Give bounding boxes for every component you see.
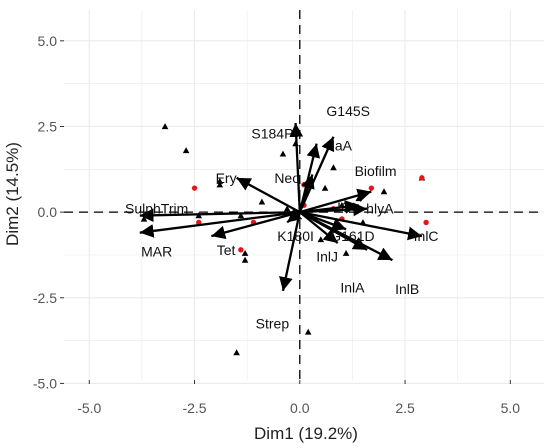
triangle-point: [304, 328, 312, 335]
y-tick-label: 2.5: [38, 118, 58, 134]
variable-label: S184P: [251, 125, 293, 141]
triangle-point: [342, 249, 350, 256]
vector-arrow: [236, 176, 301, 214]
variable-label: K: [337, 199, 347, 215]
variable-label: InlB: [395, 281, 419, 297]
y-tick-label: -5.0: [33, 375, 57, 391]
x-axis-title: Dim1 (19.2%): [254, 424, 358, 443]
circle-point: [238, 247, 244, 253]
circle-point: [423, 219, 429, 226]
x-tick-label: 2.5: [395, 400, 415, 416]
triangle-point: [237, 212, 245, 219]
axes: -5.0 -2.5 0.0 2.5 5.0 5.0 2.5 0.0 -2.5 -5.0: [33, 33, 520, 416]
vector-arrow: [299, 200, 359, 214]
vector-arrow: [211, 211, 301, 240]
variable-label: SulphTrim: [125, 201, 188, 217]
x-tick-label: 5.0: [501, 400, 521, 416]
variable-label: Strep: [256, 315, 290, 331]
y-axis-title: Dim2 (14.5%): [3, 142, 22, 246]
variable-label: Neo: [274, 170, 300, 186]
vector-arrow: [299, 211, 423, 241]
variable-label: Ery: [216, 170, 237, 186]
variable-label: hlyA: [366, 201, 394, 217]
triangle-point: [317, 236, 325, 243]
circle-point: [368, 185, 375, 191]
variable-label: InlJ: [316, 249, 338, 265]
triangle-point: [241, 256, 249, 263]
x-tick-label: 0.0: [290, 400, 310, 416]
triangle-point: [182, 147, 190, 154]
triangle-point: [330, 164, 337, 171]
x-tick-label: -2.5: [182, 400, 206, 416]
variable-label: Biofilm: [355, 163, 397, 179]
vector-arrow: [279, 211, 301, 292]
vector-arrow: [299, 211, 393, 262]
vector-arrow: [298, 136, 335, 213]
circle-point: [419, 175, 425, 181]
variable-label: K180I: [277, 228, 314, 244]
triangle-point: [279, 150, 287, 157]
y-tick-label: -2.5: [33, 290, 57, 306]
triangle-point: [161, 123, 169, 130]
y-tick-label: 5.0: [38, 33, 58, 49]
triangle-point: [258, 198, 266, 205]
triangle-point: [216, 181, 224, 188]
triangle-point: [216, 177, 224, 184]
circle-point: [191, 185, 198, 191]
vector-arrow: [139, 210, 300, 238]
vector-arrow: [289, 123, 304, 213]
y-tick-label: 0.0: [38, 204, 58, 220]
variable-label: MAR: [141, 244, 172, 260]
variable-label: InlA: [340, 280, 365, 296]
variable-label: G161D: [330, 228, 374, 244]
vector-arrow: [299, 211, 339, 244]
variable-label: Tet: [217, 242, 236, 258]
variable-label: InlC: [414, 228, 439, 244]
vector-arrow: [298, 174, 315, 213]
variable-vectors: [139, 123, 423, 292]
vector-arrow: [139, 208, 300, 223]
variable-label: laA: [332, 137, 353, 153]
circle-point: [196, 219, 202, 226]
triangle-point: [241, 249, 249, 256]
variable-label: G145S: [326, 103, 370, 119]
triangle-point: [380, 188, 388, 195]
vector-arrow: [299, 188, 372, 214]
triangle-point: [233, 349, 240, 356]
triangle-point: [321, 184, 329, 191]
x-tick-label: -5.0: [77, 400, 101, 416]
